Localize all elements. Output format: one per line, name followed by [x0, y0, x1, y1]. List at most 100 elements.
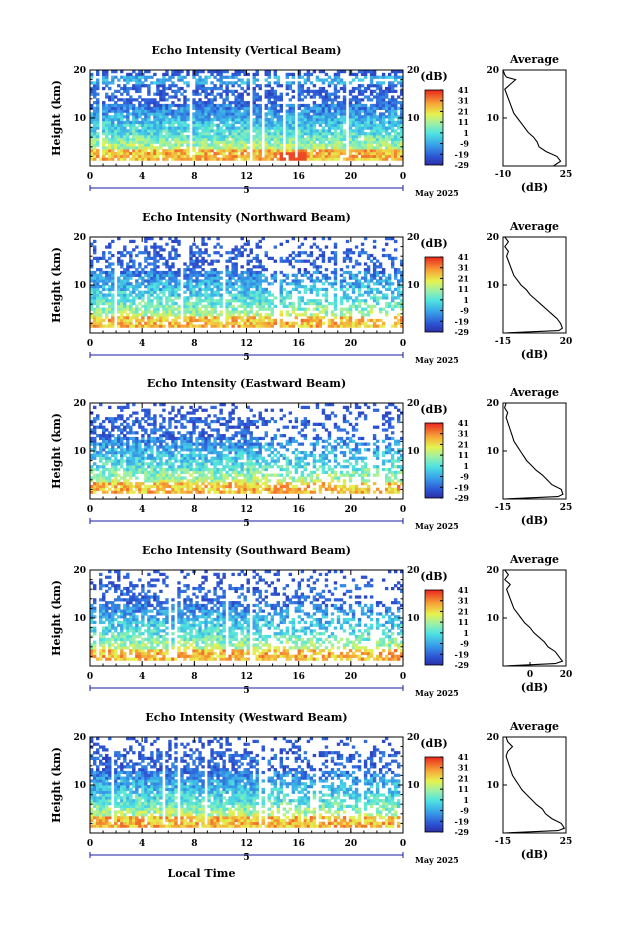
heatmap-cell	[346, 316, 349, 319]
heatmap-cell	[105, 293, 108, 296]
heatmap-cell	[364, 95, 367, 98]
heatmap-cell	[358, 132, 361, 135]
heatmap-cell	[316, 76, 319, 79]
heatmap-cell	[256, 121, 259, 124]
heatmap-cell	[111, 310, 114, 313]
heatmap-cell	[198, 93, 201, 96]
heatmap-cell	[340, 319, 343, 322]
heatmap-cell	[237, 98, 240, 101]
heatmap-cell	[126, 423, 129, 426]
heatmap-cell	[376, 81, 379, 84]
heatmap-cell	[234, 322, 237, 325]
heatmap-cell	[198, 296, 201, 299]
heatmap-cell	[213, 84, 216, 87]
heatmap-cell	[286, 260, 289, 263]
heatmap-cell	[204, 279, 207, 282]
heatmap-cell	[298, 254, 301, 257]
heatmap-cell	[256, 243, 259, 246]
colorbar-tick-label: 11	[458, 117, 469, 127]
heatmap-cell	[99, 457, 102, 460]
heatmap-cell	[391, 325, 394, 328]
heatmap-cell	[162, 319, 165, 322]
heatmap-cell	[268, 293, 271, 296]
heatmap-cell	[132, 457, 135, 460]
heatmap-cell	[150, 479, 153, 482]
heatmap-cell	[253, 293, 256, 296]
heatmap-cell	[271, 138, 274, 141]
heatmap-cell	[171, 110, 174, 113]
heatmap-cell	[210, 313, 213, 316]
heatmap-cell	[328, 158, 331, 161]
heatmap-cell	[174, 93, 177, 96]
heatmap-cell	[132, 158, 135, 161]
heatmap-cell	[126, 90, 129, 93]
heatmap-cell	[159, 152, 162, 155]
heatmap-cell	[90, 316, 93, 319]
heatmap-cell	[256, 155, 259, 158]
heatmap-cell	[126, 285, 129, 288]
heatmap-cell	[370, 73, 373, 76]
heatmap-cell	[349, 93, 352, 96]
heatmap-cell	[289, 158, 292, 161]
heatmap-cell	[183, 271, 186, 274]
heatmap-cell	[144, 158, 147, 161]
heatmap-cell	[153, 248, 156, 251]
heatmap-cell	[111, 462, 114, 465]
heatmap-cell	[225, 282, 228, 285]
heatmap-cell	[286, 126, 289, 129]
heatmap-cell	[286, 124, 289, 127]
heatmap-cell	[177, 73, 180, 76]
heatmap-cell	[256, 124, 259, 127]
heatmap-cell	[207, 143, 210, 146]
heatmap-cell	[189, 316, 192, 319]
heatmap-cell	[159, 440, 162, 443]
colorbar-tick-label: 41	[458, 85, 469, 95]
heatmap-cell	[150, 245, 153, 248]
heatmap-cell	[144, 152, 147, 155]
heatmap-cell	[141, 124, 144, 127]
heatmap-cell	[138, 454, 141, 457]
heatmap-cell	[397, 268, 400, 271]
heatmap-cell	[250, 285, 253, 288]
heatmap-cell	[150, 459, 153, 462]
heatmap-cell	[198, 155, 201, 158]
heatmap-cell	[382, 141, 385, 144]
heatmap-cell	[120, 488, 123, 491]
heatmap-cell	[123, 132, 126, 135]
heatmap-cell	[156, 288, 159, 291]
heatmap-cell	[168, 251, 171, 254]
heatmap-cell	[240, 251, 243, 254]
heatmap-cell	[265, 308, 268, 311]
heatmap-cell	[328, 257, 331, 260]
heatmap-cell	[361, 316, 364, 319]
heatmap-cell	[259, 260, 262, 263]
heatmap-cell	[123, 322, 126, 325]
heatmap-cell	[268, 73, 271, 76]
heatmap-cell	[216, 288, 219, 291]
heatmap-cell	[240, 78, 243, 81]
heatmap-cell	[102, 476, 105, 479]
heatmap-cell	[382, 138, 385, 141]
heatmap-cell	[216, 129, 219, 132]
heatmap-cell	[144, 471, 147, 474]
heatmap-cell	[352, 277, 355, 280]
heatmap-cell	[132, 299, 135, 302]
heatmap-cell	[201, 141, 204, 144]
average-y-tick-label: 20	[486, 66, 499, 76]
heatmap-cell	[177, 115, 180, 118]
heatmap-cell	[322, 107, 325, 110]
heatmap-cell	[280, 322, 283, 325]
heatmap-cell	[382, 149, 385, 152]
heatmap-cell	[240, 135, 243, 138]
heatmap-cell	[156, 479, 159, 482]
heatmap-cell	[256, 126, 259, 129]
heatmap-cell	[201, 305, 204, 308]
heatmap-cell	[168, 112, 171, 115]
heatmap-cell	[337, 149, 340, 152]
heatmap-cell	[322, 95, 325, 98]
heatmap-cell	[376, 126, 379, 129]
heatmap-cell	[162, 138, 165, 141]
heatmap-cell	[93, 143, 96, 146]
heatmap-cell	[228, 126, 231, 129]
heatmap-cell	[310, 325, 313, 328]
